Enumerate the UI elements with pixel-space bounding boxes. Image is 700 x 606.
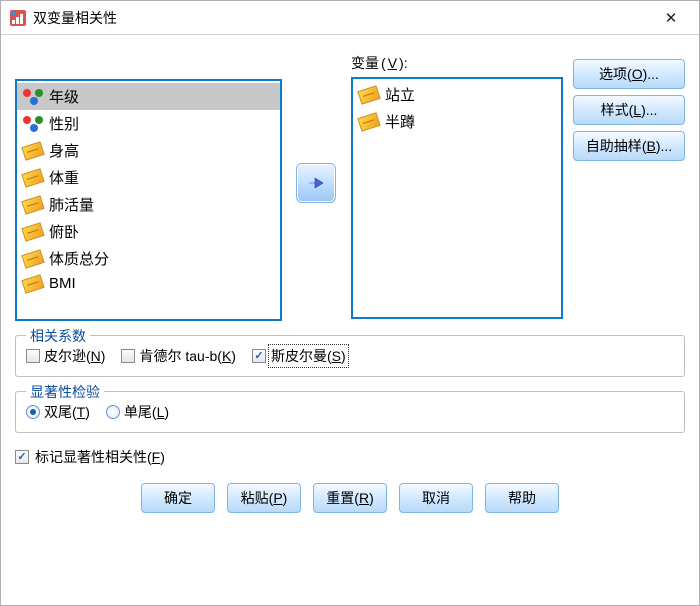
scale-icon (357, 85, 380, 104)
dialog-window: 双变量相关性 ✕ 年级性别身高体重肺活量俯卧体质总分 BMI 变量(V): (0, 0, 700, 606)
list-item-label: 半蹲 (385, 111, 415, 132)
nominal-icon (23, 116, 43, 132)
coefficients-legend: 相关系数 (26, 326, 90, 346)
side-buttons-column: 选项(O)... 样式(L)... 自助抽样(B)... (573, 53, 685, 161)
reset-button[interactable]: 重置(R) (313, 483, 387, 513)
radio-icon (106, 405, 120, 419)
scale-icon (21, 195, 44, 214)
scale-icon (21, 274, 44, 293)
list-item[interactable]: 体重 (17, 164, 280, 191)
list-item[interactable]: 体质总分 (17, 245, 280, 272)
arrow-right-icon (305, 172, 327, 194)
two-tailed-radio[interactable]: 双尾(T) (26, 402, 90, 422)
coefficients-group: 相关系数 皮尔逊(N) 肯德尔 tau-b(K) 斯皮尔曼(S) (15, 335, 685, 377)
source-column: 年级性别身高体重肺活量俯卧体质总分 BMI (15, 53, 282, 321)
list-item[interactable]: 年级 (17, 83, 280, 110)
significance-legend: 显著性检验 (26, 382, 104, 402)
scale-icon (21, 141, 44, 160)
checkbox-icon (121, 349, 135, 363)
significance-group: 显著性检验 双尾(T) 单尾(L) (15, 391, 685, 433)
spearman-checkbox[interactable]: 斯皮尔曼(S) (252, 346, 347, 366)
nominal-icon (23, 89, 43, 105)
list-item-label: 肺活量 (49, 194, 94, 215)
transfer-button[interactable] (296, 163, 336, 203)
list-item[interactable]: 站立 (353, 81, 561, 108)
list-item-label: 年级 (49, 86, 79, 107)
help-button[interactable]: 帮助 (485, 483, 559, 513)
variables-label-text: 变量 (351, 53, 379, 73)
kendall-checkbox[interactable]: 肯德尔 tau-b(K) (121, 346, 236, 366)
top-row: 年级性别身高体重肺活量俯卧体质总分 BMI 变量(V): 站立半蹲 选项(O)..… (15, 53, 685, 321)
variables-label: 变量(V): (351, 53, 563, 73)
scale-icon (21, 249, 44, 268)
list-item-label: BMI (49, 275, 76, 292)
list-item-label: 体质总分 (49, 248, 109, 269)
source-listbox[interactable]: 年级性别身高体重肺活量俯卧体质总分 BMI (15, 79, 282, 321)
checkbox-icon (26, 349, 40, 363)
flag-checkbox[interactable]: 标记显著性相关性(F) (15, 447, 685, 467)
list-item[interactable]: 半蹲 (353, 108, 561, 135)
scale-icon (357, 112, 380, 131)
close-icon: ✕ (665, 9, 678, 27)
app-icon (9, 9, 27, 27)
list-item-label: 身高 (49, 140, 79, 161)
bootstrap-button[interactable]: 自助抽样(B)... (573, 131, 685, 161)
checkbox-icon (15, 450, 29, 464)
list-item[interactable]: 身高 (17, 137, 280, 164)
list-item-label: 俯卧 (49, 221, 79, 242)
list-item[interactable]: BMI (17, 272, 280, 295)
list-item-label: 性别 (49, 113, 79, 134)
ok-button[interactable]: 确定 (141, 483, 215, 513)
list-item-label: 体重 (49, 167, 79, 188)
one-tailed-radio[interactable]: 单尾(L) (106, 402, 169, 422)
scale-icon (21, 222, 44, 241)
target-column: 变量(V): 站立半蹲 (351, 53, 563, 319)
transfer-column (292, 53, 341, 203)
options-button[interactable]: 选项(O)... (573, 59, 685, 89)
list-item-label: 站立 (385, 84, 415, 105)
style-button[interactable]: 样式(L)... (573, 95, 685, 125)
variables-mnemonic: V (388, 55, 397, 71)
dialog-content: 年级性别身高体重肺活量俯卧体质总分 BMI 变量(V): 站立半蹲 选项(O)..… (1, 35, 699, 605)
list-item[interactable]: 性别 (17, 110, 280, 137)
close-button[interactable]: ✕ (651, 4, 691, 32)
radio-icon (26, 405, 40, 419)
window-title: 双变量相关性 (33, 8, 651, 28)
paste-button[interactable]: 粘贴(P) (227, 483, 301, 513)
list-item[interactable]: 肺活量 (17, 191, 280, 218)
scale-icon (21, 168, 44, 187)
button-bar: 确定 粘贴(P) 重置(R) 取消 帮助 (15, 483, 685, 513)
cancel-button[interactable]: 取消 (399, 483, 473, 513)
target-listbox[interactable]: 站立半蹲 (351, 77, 563, 319)
titlebar: 双变量相关性 ✕ (1, 1, 699, 35)
checkbox-icon (252, 349, 266, 363)
list-item[interactable]: 俯卧 (17, 218, 280, 245)
pearson-checkbox[interactable]: 皮尔逊(N) (26, 346, 105, 366)
